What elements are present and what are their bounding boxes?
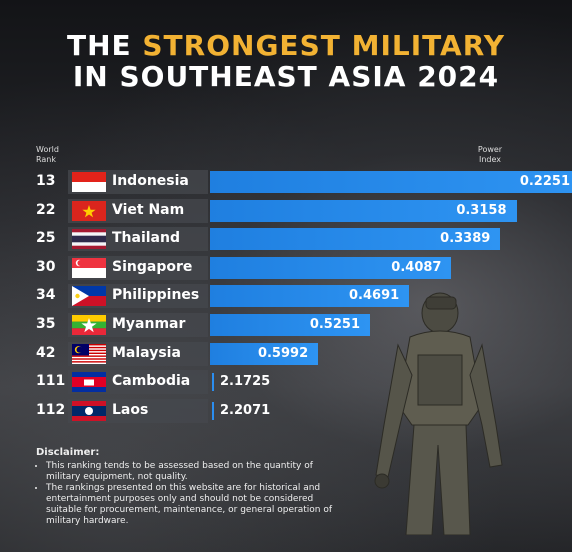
value-label: 0.4087 [391, 259, 442, 275]
flag-icon [72, 372, 106, 393]
country-name: Myanmar [112, 316, 186, 332]
country-name: Singapore [112, 258, 193, 275]
soldier-silhouette [374, 292, 503, 535]
flag-icon [72, 200, 106, 221]
world-rank: 34 [36, 287, 56, 304]
flag-icon [72, 343, 106, 364]
world-rank: 112 [36, 401, 66, 418]
country-name: Philippines [112, 287, 200, 304]
bar [210, 285, 410, 308]
page-title: THE STRONGEST MILITARY IN SOUTHEAST ASIA… [0, 30, 572, 92]
flag-icon [72, 315, 106, 335]
value-label: 0.4691 [349, 288, 400, 304]
value-label: 2.1725 [220, 374, 271, 390]
disclaimer-list: This ranking tends to be assessed based … [36, 461, 346, 527]
world-rank: 111 [36, 373, 66, 390]
country-name: Thailand [112, 230, 180, 247]
chart-row-viet-nam: 22 Viet Nam 0.3158 [0, 198, 572, 223]
bar [212, 401, 214, 420]
country-name: Malaysia [112, 344, 181, 361]
world-rank: 35 [36, 316, 56, 332]
chart-row-laos: 112 Laos 2.2071 [0, 398, 572, 423]
chart-row-thailand: 25 Thailand 0.3389 [0, 227, 572, 252]
world-rank: 22 [36, 201, 56, 218]
world-rank: 30 [36, 258, 56, 275]
world-rank-header: World Rank [36, 145, 59, 164]
flag-icon [72, 172, 106, 192]
value-label: 0.2251 [519, 174, 570, 189]
chart-row-philippines: 34 Philippines 0.4691 [0, 284, 572, 309]
bar [210, 199, 517, 222]
flag-icon [72, 229, 106, 250]
country-name: Indonesia [112, 173, 189, 189]
value-label: 0.5992 [257, 345, 309, 361]
country-name: Cambodia [112, 373, 191, 390]
chart-row-myanmar: 35 Myanmar 0.5251 [0, 313, 572, 337]
bar [210, 342, 319, 365]
value-label: 0.3389 [440, 231, 491, 247]
world-rank: 25 [36, 230, 56, 247]
title-line-2: IN SOUTHEAST ASIA 2024 [72, 60, 500, 93]
bar [212, 373, 214, 392]
bar [210, 228, 501, 251]
disclaimer-item: This ranking tends to be assessed based … [46, 461, 346, 483]
chart-row-singapore: 30 Singapore 0.4087 [0, 255, 572, 280]
world-rank: 13 [36, 173, 56, 189]
title-highlight: STRONGEST MILITARY [142, 29, 506, 62]
flag-icon [72, 286, 106, 307]
value-label: 0.5251 [309, 317, 360, 332]
disclaimer-heading: Disclaimer: [36, 447, 100, 458]
chart-row-cambodia: 111 Cambodia 2.1725 [0, 370, 572, 395]
world-rank: 42 [36, 344, 56, 361]
bar [210, 256, 452, 279]
country-name: Viet Nam [112, 201, 185, 218]
bar [210, 314, 370, 336]
value-label: 2.2071 [220, 402, 271, 418]
disclaimer-item: The rankings presented on this website a… [46, 483, 346, 527]
title-line-1: THE STRONGEST MILITARY [0, 30, 572, 61]
chart-row-malaysia: 42 Malaysia 0.5992 [0, 341, 572, 366]
value-label: 0.3158 [456, 202, 507, 218]
flag-icon [72, 400, 106, 421]
chart-row-indonesia: 13 Indonesia 0.2251 [0, 170, 572, 194]
disclaimer: Disclaimer: This ranking tends to be ass… [36, 447, 346, 527]
power-index-header: Power Index [477, 145, 503, 164]
title-part: THE [66, 29, 143, 62]
country-name: Laos [112, 401, 149, 418]
bar [210, 171, 572, 193]
flag-icon [72, 257, 106, 278]
